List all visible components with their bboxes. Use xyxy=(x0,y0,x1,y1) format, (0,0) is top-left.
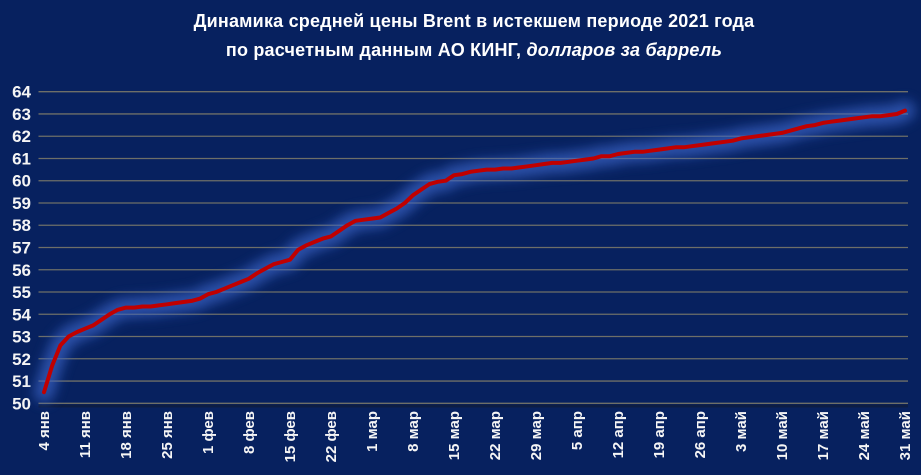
x-tick-label-22-фев: 22 фев xyxy=(323,411,340,462)
y-tick-label-63: 63 xyxy=(12,105,31,124)
line-glow-outer xyxy=(32,98,917,405)
x-tick-label-19-апр: 19 апр xyxy=(651,411,668,458)
x-tick-label-22-мар: 22 мар xyxy=(487,411,504,460)
x-axis-line xyxy=(38,404,908,408)
y-tick-label-64: 64 xyxy=(12,83,31,102)
y-tick-label-58: 58 xyxy=(12,216,31,235)
chart-title: Динамика средней цены Brent в истекшем п… xyxy=(38,7,910,65)
x-tick-label-5-апр: 5 апр xyxy=(569,411,586,450)
x-axis-labels: 4 янв 11 янв 18 янв 25 янв 1 фев 8 фев 15 фев 2… xyxy=(36,411,914,462)
y-tick-label-52: 52 xyxy=(12,350,31,369)
y-tick-label-53: 53 xyxy=(12,328,31,347)
x-tick-label-17-май: 17 май xyxy=(815,411,832,460)
chart-title-line2-italic: долларов за баррель xyxy=(521,40,723,60)
x-tick-label-8-мар: 8 мар xyxy=(405,411,422,452)
line-glow-inner xyxy=(38,105,911,398)
y-tick-label-59: 59 xyxy=(12,194,31,213)
x-tick-label-15-фев: 15 фев xyxy=(282,411,299,462)
x-tick-label-1-фев: 1 фев xyxy=(200,411,217,454)
x-tick-label-15-мар: 15 мар xyxy=(446,411,463,460)
y-tick-label-57: 57 xyxy=(12,239,31,258)
y-tick-label-60: 60 xyxy=(12,172,31,191)
x-tick-label-11-янв: 11 янв xyxy=(77,411,94,458)
y-tick-label-54: 54 xyxy=(12,305,31,324)
y-tick-label-51: 51 xyxy=(12,372,31,391)
x-tick-label-25-янв: 25 янв xyxy=(159,411,176,459)
y-axis-labels: 50 51 52 53 54 55 56 57 58 59 60 61 62 63 64 xyxy=(12,83,31,414)
y-tick-label-50: 50 xyxy=(12,394,31,413)
x-tick-label-4-янв: 4 янв xyxy=(36,411,53,451)
chart-title-line2-regular: по расчетным данным АО КИНГ, xyxy=(225,40,522,60)
x-tick-label-1-мар: 1 мар xyxy=(364,411,381,452)
x-tick-label-8-фев: 8 фев xyxy=(241,411,258,454)
chart-title-line1: Динамика средней цены Brent в истекшем п… xyxy=(193,11,755,31)
x-tick-label-12-апр: 12 апр xyxy=(610,411,627,458)
x-tick-label-31-май: 31 май xyxy=(897,411,914,460)
x-tick-label-24-май: 24 май xyxy=(856,411,873,460)
y-tick-label-55: 55 xyxy=(12,283,31,302)
x-tick-label-29-мар: 29 мар xyxy=(528,411,545,460)
x-tick-label-26-апр: 26 апр xyxy=(692,411,709,458)
x-tick-label-10-май: 10 май xyxy=(774,411,791,460)
y-tick-label-61: 61 xyxy=(12,149,31,168)
y-tick-label-62: 62 xyxy=(12,127,31,146)
x-tick-label-18-янв: 18 янв xyxy=(118,411,135,459)
y-tick-label-56: 56 xyxy=(12,261,31,280)
x-tick-label-3-май: 3 май xyxy=(733,411,750,452)
chart-title-line2: по расчетным данным АО КИНГ, долларов за… xyxy=(38,36,910,65)
brent-price-line xyxy=(42,108,907,395)
